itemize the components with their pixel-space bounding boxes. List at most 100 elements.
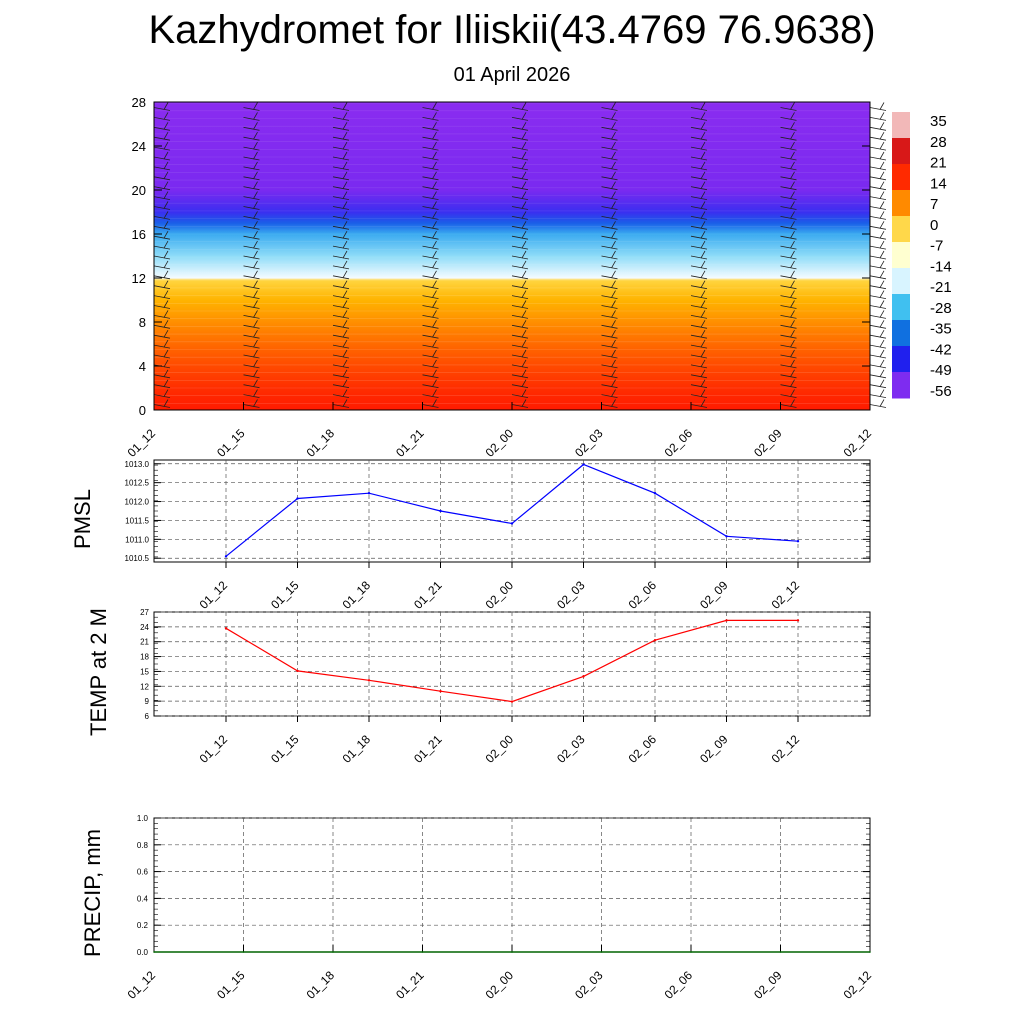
wind-barb — [700, 359, 706, 368]
wind-barb — [790, 300, 795, 308]
wind-barb — [253, 389, 258, 397]
wind-barb — [790, 141, 795, 150]
wind-barb — [153, 334, 171, 339]
wind-barb — [780, 176, 797, 181]
wind-barb — [780, 255, 797, 260]
wind-barb — [780, 156, 797, 161]
wind-barb — [511, 404, 529, 408]
wind-barb — [253, 112, 258, 120]
y-tick-label: 1010.5 — [125, 554, 150, 563]
data-point — [367, 679, 371, 682]
wind-barb — [611, 231, 616, 239]
wind-barb — [163, 300, 169, 308]
data-point — [510, 700, 514, 703]
wind-barb — [611, 349, 616, 358]
wind-barb — [790, 260, 795, 269]
wind-barb — [253, 270, 258, 278]
wind-barb — [700, 339, 706, 348]
wind-barb — [780, 285, 797, 290]
wind-barb — [690, 384, 708, 389]
wind-barb — [780, 275, 797, 280]
wind-barb — [521, 379, 527, 387]
wind-barb — [700, 369, 706, 377]
wind-barb — [163, 320, 169, 328]
wind-barb — [869, 126, 887, 131]
wind-barb — [601, 156, 618, 161]
y-tick-label: 0.0 — [137, 948, 149, 957]
wind-barb — [342, 201, 348, 209]
wind-barb — [601, 315, 618, 319]
x-tick-label: 02_03 — [554, 732, 588, 766]
wind-barb — [790, 151, 795, 160]
wind-barb — [879, 330, 885, 338]
wind-barb — [243, 146, 260, 151]
wind-barb — [153, 126, 171, 131]
wind-barb — [879, 280, 885, 288]
wind-barb — [690, 354, 708, 359]
wind-barb — [243, 235, 260, 240]
wind-barb — [332, 334, 350, 339]
wind-barb — [153, 216, 171, 220]
wind-barb — [243, 255, 260, 260]
pmsl-panel: 1013.0 1012.5 1012.0 1011.5 1011.0 1010.5 01_1… — [70, 459, 871, 612]
y-tick-label: 15 — [140, 667, 149, 676]
wind-barb — [422, 107, 439, 111]
wind-barb — [690, 315, 708, 319]
wind-barb — [153, 255, 171, 260]
wind-barb — [511, 364, 529, 369]
wind-barb — [521, 171, 527, 179]
wind-barb — [690, 334, 708, 339]
wind-barb — [163, 250, 169, 259]
data-point — [153, 951, 155, 953]
wind-barb — [332, 166, 350, 171]
y-tick-label: 27 — [140, 608, 149, 617]
wind-barb — [163, 399, 169, 407]
wind-barb — [521, 330, 527, 338]
wind-barb — [332, 186, 350, 191]
wind-barb — [243, 206, 260, 210]
y-tick-label: 1011.0 — [125, 535, 149, 544]
colorbar-swatch — [892, 268, 910, 295]
colorbar-swatch — [892, 112, 910, 139]
wind-barb — [342, 112, 348, 120]
wind-barb — [879, 191, 885, 199]
wind-barb — [611, 399, 616, 407]
wind-barb — [879, 339, 885, 348]
wind-barb — [511, 216, 529, 220]
wind-barb — [422, 206, 439, 210]
y-tick-label: 21 — [140, 638, 149, 647]
wind-barb — [332, 245, 350, 250]
wind-barb — [879, 211, 885, 219]
wind-barb — [153, 305, 171, 309]
wind-barb — [700, 112, 706, 120]
wind-barb — [611, 122, 616, 130]
y-tick-label: 1011.5 — [125, 516, 149, 525]
wind-barb — [790, 320, 795, 328]
x-tick-label: 01_15 — [214, 426, 248, 460]
wind-barb — [511, 315, 529, 319]
wind-barb — [253, 359, 258, 368]
wind-barb — [342, 320, 348, 328]
wind-barb — [163, 201, 169, 209]
wind-barb — [253, 310, 258, 318]
wind-barb — [879, 161, 885, 170]
wind-barb — [700, 151, 706, 160]
wind-barb — [253, 290, 258, 298]
wind-barb — [153, 394, 171, 398]
colorbar-label: 21 — [930, 155, 947, 172]
wind-barb — [153, 275, 171, 280]
wind-barb — [332, 107, 350, 111]
wind-barb — [780, 206, 797, 210]
wind-barb — [332, 206, 350, 210]
wind-barb — [153, 117, 171, 121]
wind-barb — [153, 176, 171, 181]
colorbar-label: -7 — [930, 238, 943, 255]
wind-barb — [879, 151, 885, 160]
y-tick-label: 6 — [145, 712, 150, 721]
y-tick-label: 1012.0 — [125, 498, 150, 507]
wind-barb — [601, 384, 618, 389]
wind-barb — [153, 206, 171, 210]
wind-barb — [521, 191, 527, 199]
wind-barb — [780, 354, 797, 359]
wind-barb — [869, 136, 887, 141]
